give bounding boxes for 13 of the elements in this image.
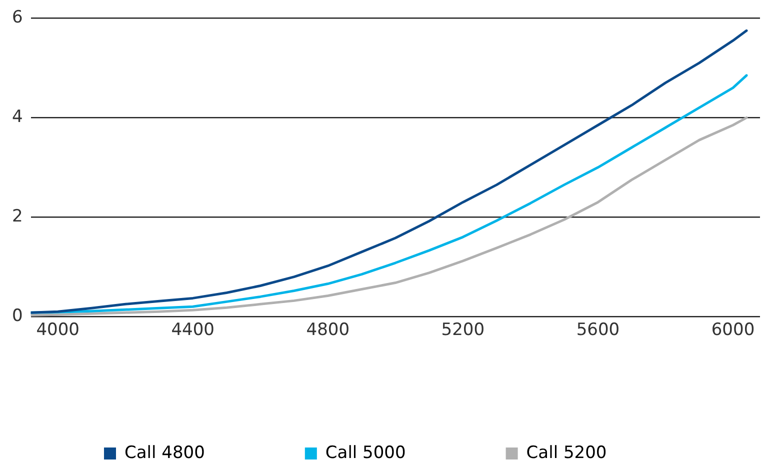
x-tick-label: 6000 <box>711 320 755 340</box>
legend-label: Call 5000 <box>325 442 406 463</box>
x-tick-label: 4000 <box>36 320 80 340</box>
y-tick-label: 4 <box>12 107 23 128</box>
legend-label: Call 4800 <box>124 442 205 463</box>
y-tick-label: 2 <box>12 206 23 227</box>
x-tick-label: 4800 <box>306 320 350 340</box>
y-tick-label: 6 <box>12 8 23 28</box>
x-tick-label: 5600 <box>576 320 620 340</box>
legend-label: Call 5200 <box>526 442 607 463</box>
y-tick-label: 0 <box>12 306 23 326</box>
x-tick-label: 4400 <box>171 320 214 340</box>
x-tick-label: 5200 <box>441 320 485 340</box>
